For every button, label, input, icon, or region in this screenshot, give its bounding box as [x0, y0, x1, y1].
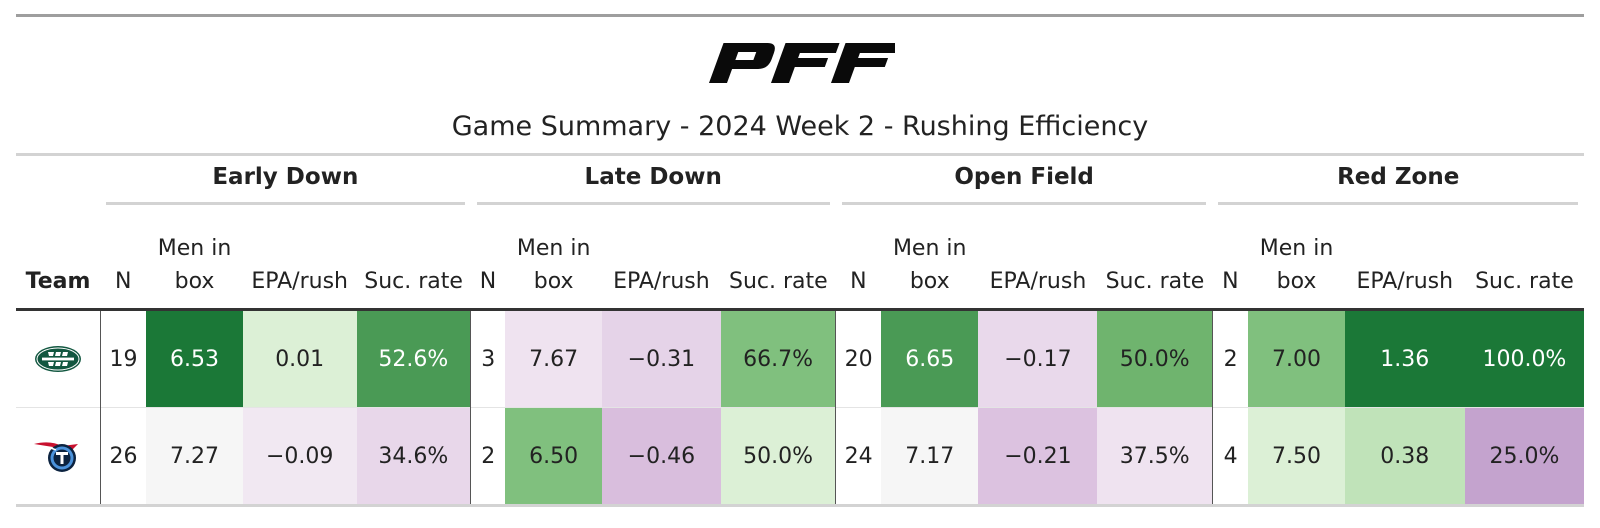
- team-column-header: Team: [25, 269, 91, 294]
- cell-n: 4: [1211, 407, 1249, 507]
- group-header: Early Down: [100, 156, 470, 210]
- cell-n: 2: [470, 407, 506, 507]
- summary-panel: Game Summary - 2024 Week 2 - Rushing Eff…: [16, 14, 1584, 507]
- column-header-epa: EPA/rush: [1356, 269, 1454, 294]
- cell-n: 26: [99, 407, 147, 507]
- cell-epa-rush: 1.36: [1344, 309, 1465, 408]
- cell-suc-rate: 37.5%: [1097, 407, 1213, 507]
- column-header-n: N: [850, 269, 867, 294]
- team-cell: [16, 407, 101, 507]
- pff-logo: [708, 43, 895, 83]
- column-header-box-top: Men in: [157, 236, 232, 261]
- cell-epa-rush: 0.38: [1344, 407, 1465, 507]
- group-label-late-down: Late Down: [476, 162, 830, 205]
- cell-men-in-box: 7.00: [1248, 309, 1345, 408]
- cell-epa-rush: −0.21: [978, 407, 1098, 507]
- cell-suc-rate: 34.6%: [356, 407, 471, 507]
- column-header-box: Men in box: [146, 210, 242, 310]
- column-header-box-bottom: box: [1276, 269, 1317, 294]
- cell-men-in-box: 6.50: [505, 407, 602, 507]
- cell-men-in-box: 7.17: [880, 407, 979, 507]
- cell-men-in-box: 7.50: [1248, 407, 1345, 507]
- cell-suc-rate: 52.6%: [356, 309, 471, 408]
- column-header-box-bottom: box: [174, 269, 215, 294]
- column-header-box-top: Men in: [1259, 236, 1334, 261]
- column-header-n: N: [114, 269, 132, 294]
- cell-suc-rate: 50.0%: [1097, 309, 1213, 408]
- table-row: 26 7.27 −0.09 34.6% 2 6.50 −0.46 50.0% 24 7.17 −0.…: [16, 407, 1584, 507]
- table-title: Game Summary - 2024 Week 2 - Rushing Eff…: [451, 111, 1149, 142]
- column-header-box-top: Men in: [892, 236, 967, 261]
- team-cell: [16, 310, 100, 408]
- top-rule: [16, 14, 1584, 17]
- column-header-suc: Suc. rate: [1475, 269, 1574, 294]
- cell-suc-rate: 50.0%: [720, 407, 836, 507]
- title-rule: [16, 153, 1584, 156]
- column-header-box-bottom: box: [909, 269, 950, 294]
- cell-epa-rush: −0.09: [242, 407, 357, 507]
- group-spacer: [16, 156, 100, 210]
- column-header-epa: EPA/rush: [251, 269, 348, 294]
- column-header-epa: EPA/rush: [613, 269, 710, 294]
- group-label-red-zone: Red Zone: [1218, 162, 1578, 205]
- column-header-row: Team N Men in box EPA/rush Suc. rate N Men in b…: [16, 210, 1584, 310]
- cell-epa-rush: −0.17: [978, 309, 1098, 408]
- jets-logo-icon: [34, 346, 82, 372]
- column-header-suc: Suc. rate: [1105, 269, 1205, 294]
- group-header: Open Field: [836, 156, 1213, 210]
- cell-men-in-box: 7.27: [146, 407, 243, 507]
- column-header-box: Men in box: [505, 210, 601, 310]
- cell-men-in-box: 7.67: [505, 309, 602, 408]
- column-header-suc: Suc. rate: [364, 269, 463, 294]
- table-row: 19 6.53 0.01 52.6% 3 7.67 −0.31 66.7% 20 6.65 −0.1…: [16, 309, 1584, 408]
- group-header-row: Early Down Late Down Open Field Red Zone: [16, 156, 1584, 210]
- column-header-box: Men in box: [881, 210, 978, 310]
- column-header-box-top: Men in: [516, 236, 591, 261]
- cell-epa-rush: −0.31: [601, 309, 721, 408]
- cell-n: 3: [470, 309, 506, 408]
- cell-n: 24: [835, 407, 881, 507]
- column-header-box: Men in box: [1248, 210, 1344, 310]
- group-header: Red Zone: [1212, 156, 1584, 210]
- cell-suc-rate: 66.7%: [720, 309, 836, 408]
- titans-logo-icon: [32, 442, 84, 472]
- column-header-n: N: [1222, 269, 1239, 294]
- column-header-epa: EPA/rush: [989, 269, 1087, 294]
- column-header-n: N: [479, 269, 497, 294]
- cell-suc-rate: 25.0%: [1464, 407, 1584, 507]
- group-header: Late Down: [471, 156, 836, 210]
- cell-men-in-box: 6.53: [146, 309, 243, 408]
- column-header-box-bottom: box: [533, 269, 574, 294]
- cell-men-in-box: 6.65: [880, 309, 979, 408]
- rushing-efficiency-table: Early Down Late Down Open Field Red Zone…: [16, 156, 1584, 507]
- column-header-suc: Suc. rate: [729, 269, 828, 294]
- cell-epa-rush: 0.01: [242, 309, 357, 408]
- cell-n: 20: [835, 309, 881, 408]
- cell-suc-rate: 100.0%: [1464, 309, 1584, 408]
- group-label-early-down: Early Down: [106, 162, 465, 205]
- group-label-open-field: Open Field: [841, 162, 1207, 205]
- cell-epa-rush: −0.46: [601, 407, 721, 507]
- cell-n: 2: [1211, 309, 1249, 408]
- cell-n: 19: [99, 309, 147, 408]
- table-body: 19 6.53 0.01 52.6% 3 7.67 −0.31 66.7% 20 6.65 −0.1…: [16, 309, 1584, 507]
